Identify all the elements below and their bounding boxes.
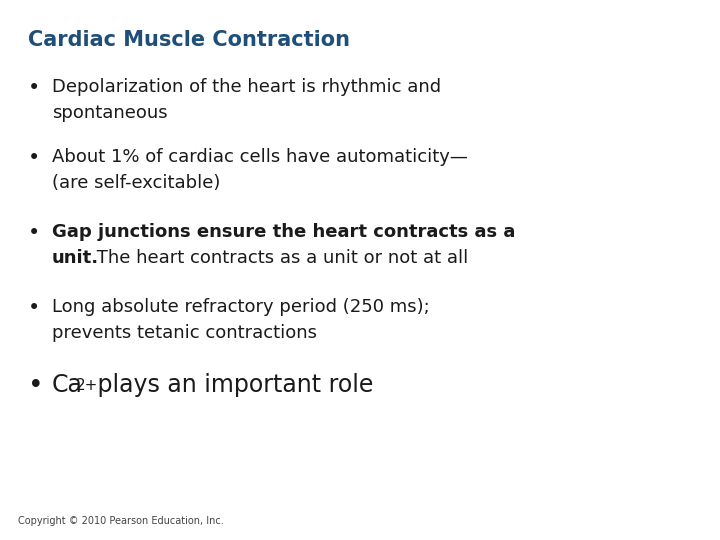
Text: The heart contracts as a unit or not at all: The heart contracts as a unit or not at … <box>91 249 468 267</box>
Text: •: • <box>28 373 44 399</box>
Text: Ca: Ca <box>52 373 83 397</box>
Text: Depolarization of the heart is rhythmic and: Depolarization of the heart is rhythmic … <box>52 78 441 96</box>
Text: Long absolute refractory period (250 ms);: Long absolute refractory period (250 ms)… <box>52 298 430 316</box>
Text: •: • <box>28 148 40 168</box>
Text: unit.: unit. <box>52 249 99 267</box>
Text: (are self-excitable): (are self-excitable) <box>52 174 220 192</box>
Text: •: • <box>28 298 40 318</box>
Text: Cardiac Muscle Contraction: Cardiac Muscle Contraction <box>28 30 350 50</box>
Text: prevents tetanic contractions: prevents tetanic contractions <box>52 324 317 342</box>
Text: Gap junctions ensure the heart contracts as a: Gap junctions ensure the heart contracts… <box>52 223 516 241</box>
Text: 2+: 2+ <box>76 378 99 393</box>
Text: •: • <box>28 223 40 243</box>
Text: plays an important role: plays an important role <box>90 373 374 397</box>
Text: spontaneous: spontaneous <box>52 104 168 122</box>
Text: Copyright © 2010 Pearson Education, Inc.: Copyright © 2010 Pearson Education, Inc. <box>18 516 224 526</box>
Text: About 1% of cardiac cells have automaticity—: About 1% of cardiac cells have automatic… <box>52 148 468 166</box>
Text: •: • <box>28 78 40 98</box>
